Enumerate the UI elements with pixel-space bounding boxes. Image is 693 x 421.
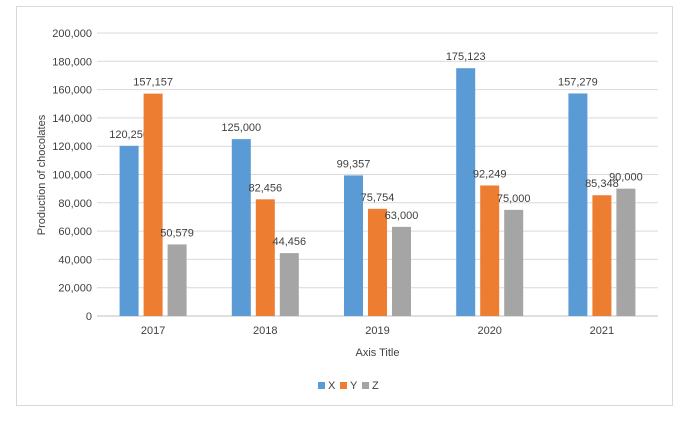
bar-z-2017 <box>167 244 187 316</box>
data-label: 99,357 <box>337 158 371 170</box>
data-label: 44,456 <box>272 236 306 248</box>
data-label: 90,000 <box>609 172 643 184</box>
bar-z-2019 <box>392 226 411 316</box>
y-tick-label: 180,000 <box>52 56 92 68</box>
bar-z-2021 <box>616 188 636 316</box>
bar-y-2021 <box>592 195 612 316</box>
x-tick-label: 2017 <box>141 325 165 337</box>
data-label: 63,000 <box>385 210 419 222</box>
bar-y-2020 <box>480 185 500 316</box>
bar-x-2020 <box>456 68 476 316</box>
legend-swatch-z <box>362 382 369 389</box>
data-label: 92,249 <box>473 168 507 180</box>
bar-x-2017 <box>119 145 139 316</box>
data-label: 82,456 <box>248 182 282 194</box>
data-label: 85,348 <box>585 178 619 190</box>
legend-label: X <box>328 380 336 392</box>
bar-x-2018 <box>231 139 251 316</box>
data-label: 125,000 <box>221 122 261 134</box>
y-tick-label: 120,000 <box>52 141 92 153</box>
y-tick-label: 200,000 <box>52 28 92 40</box>
bar-y-2019 <box>368 208 387 316</box>
x-tick-label: 2021 <box>590 325 614 337</box>
bar-y-2018 <box>255 199 275 316</box>
bar-y-2017 <box>143 93 163 316</box>
bar-z-2020 <box>504 209 524 316</box>
chart-border <box>16 6 673 406</box>
x-tick-label: 2020 <box>477 325 501 337</box>
data-label: 50,579 <box>160 227 194 239</box>
data-label: 75,000 <box>497 193 531 205</box>
data-label: 157,279 <box>558 76 598 88</box>
y-axis-title: Production of chocolates <box>36 114 48 235</box>
data-label: 120,250 <box>109 129 149 141</box>
x-axis-title: Axis Title <box>355 347 399 359</box>
y-tick-label: 60,000 <box>58 226 92 238</box>
data-label: 157,157 <box>133 77 173 89</box>
legend-swatch-x <box>318 382 325 389</box>
bar-z-2018 <box>279 253 299 316</box>
data-label: 75,754 <box>361 192 395 204</box>
x-tick-label: 2019 <box>365 325 389 337</box>
y-tick-label: 80,000 <box>58 198 92 210</box>
x-tick-label: 2018 <box>253 325 277 337</box>
legend-swatch-y <box>340 382 347 389</box>
data-label: 175,123 <box>446 51 486 63</box>
y-tick-label: 40,000 <box>58 254 92 266</box>
legend-label: Z <box>372 380 379 392</box>
bar-x-2019 <box>344 175 363 316</box>
legend-label: Y <box>350 380 358 392</box>
y-tick-label: 20,000 <box>58 283 92 295</box>
y-tick-label: 140,000 <box>52 113 92 125</box>
bar-x-2021 <box>568 93 588 316</box>
y-tick-label: 160,000 <box>52 85 92 97</box>
y-tick-label: 100,000 <box>52 170 92 182</box>
y-tick-label: 0 <box>86 311 92 323</box>
